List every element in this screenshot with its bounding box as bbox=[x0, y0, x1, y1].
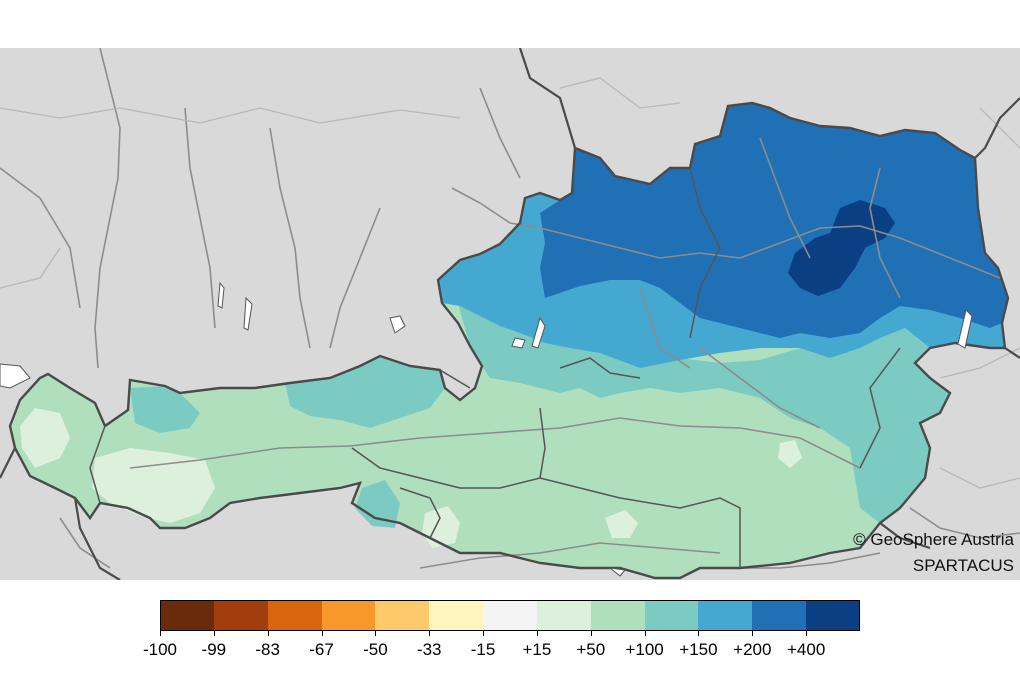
legend-tick bbox=[429, 630, 431, 636]
legend-tick-label: +100 bbox=[625, 640, 664, 659]
legend-tick bbox=[698, 630, 700, 636]
color-legend bbox=[160, 600, 860, 636]
anomaly-zone-100-150-west bbox=[130, 356, 445, 528]
lakes bbox=[0, 281, 973, 577]
legend-tick-label: -67 bbox=[309, 640, 334, 659]
dataset-credit: SPARTACUS bbox=[912, 556, 1014, 575]
legend-tick-label: +200 bbox=[733, 640, 772, 659]
legend-swatch bbox=[590, 600, 645, 631]
legend-border bbox=[160, 600, 860, 631]
state-borders bbox=[0, 77, 1020, 489]
legend-tick bbox=[375, 630, 377, 636]
legend-tick bbox=[160, 630, 161, 636]
rivers bbox=[0, 48, 1020, 569]
legend-tick bbox=[483, 630, 485, 636]
austria-border bbox=[8, 101, 1010, 580]
legend-tick-label: -100 bbox=[142, 640, 178, 659]
map-area bbox=[0, 48, 1020, 580]
legend-tick-label: +400 bbox=[786, 640, 826, 659]
legend-tick-label: +15 bbox=[522, 640, 552, 659]
legend-tick bbox=[267, 630, 269, 636]
anomaly-zone-400-plus bbox=[788, 200, 895, 296]
austria-state-lines bbox=[89, 167, 901, 568]
legend-tick bbox=[213, 630, 215, 636]
anomaly-zone-15-50-west bbox=[20, 408, 215, 523]
copyright-credit: © GeoSphere Austria bbox=[853, 530, 1014, 549]
anomaly-zone-100-150 bbox=[458, 303, 950, 523]
legend-tick bbox=[590, 630, 592, 636]
precipitation-anomaly-map bbox=[0, 48, 1020, 580]
legend-tick bbox=[644, 630, 646, 636]
legend-tick bbox=[806, 630, 808, 636]
legend-tick-label: -83 bbox=[255, 640, 280, 659]
legend-swatch bbox=[375, 600, 430, 631]
legend-tick-label: -50 bbox=[363, 640, 388, 659]
legend-tick-label: -15 bbox=[470, 640, 496, 659]
legend-swatch bbox=[698, 600, 753, 631]
legend-tick bbox=[536, 630, 538, 636]
legend-tick-label: -33 bbox=[416, 640, 442, 659]
legend-swatch bbox=[213, 600, 268, 631]
legend-tick-label: +150 bbox=[679, 640, 718, 659]
legend-tick-label: +50 bbox=[576, 640, 606, 659]
legend-tick bbox=[321, 630, 323, 636]
neighbour-borders bbox=[0, 48, 1020, 580]
anomaly-zone-15-50-east bbox=[422, 440, 802, 548]
legend-tick-label: -99 bbox=[201, 640, 227, 659]
legend-tick bbox=[752, 630, 754, 636]
